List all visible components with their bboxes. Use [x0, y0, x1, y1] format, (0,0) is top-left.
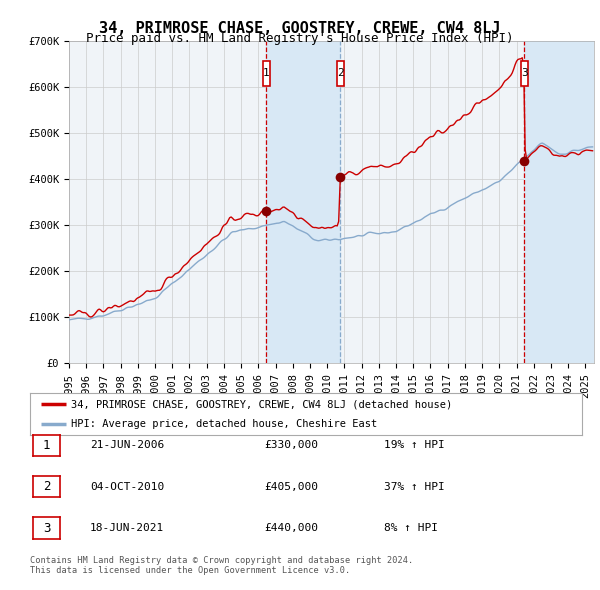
FancyBboxPatch shape	[263, 61, 270, 86]
Text: 34, PRIMROSE CHASE, GOOSTREY, CREWE, CW4 8LJ: 34, PRIMROSE CHASE, GOOSTREY, CREWE, CW4…	[99, 21, 501, 35]
Text: 1: 1	[43, 439, 50, 452]
Text: £440,000: £440,000	[264, 523, 318, 533]
Text: 19% ↑ HPI: 19% ↑ HPI	[384, 441, 445, 450]
Text: HPI: Average price, detached house, Cheshire East: HPI: Average price, detached house, Ches…	[71, 419, 377, 429]
Text: 37% ↑ HPI: 37% ↑ HPI	[384, 482, 445, 491]
Text: 34, PRIMROSE CHASE, GOOSTREY, CREWE, CW4 8LJ (detached house): 34, PRIMROSE CHASE, GOOSTREY, CREWE, CW4…	[71, 399, 452, 409]
Text: 2: 2	[43, 480, 50, 493]
Text: £405,000: £405,000	[264, 482, 318, 491]
Text: Contains HM Land Registry data © Crown copyright and database right 2024.
This d: Contains HM Land Registry data © Crown c…	[30, 556, 413, 575]
Text: £330,000: £330,000	[264, 441, 318, 450]
Text: 1: 1	[263, 68, 270, 78]
Bar	[266, 41, 340, 363]
FancyBboxPatch shape	[337, 61, 344, 86]
Text: 2: 2	[337, 68, 343, 78]
Text: 18-JUN-2021: 18-JUN-2021	[90, 523, 164, 533]
Text: 3: 3	[521, 68, 528, 78]
Text: 3: 3	[43, 522, 50, 535]
Text: 21-JUN-2006: 21-JUN-2006	[90, 441, 164, 450]
Text: 04-OCT-2010: 04-OCT-2010	[90, 482, 164, 491]
FancyBboxPatch shape	[521, 61, 528, 86]
Bar	[524, 41, 594, 363]
Text: Price paid vs. HM Land Registry's House Price Index (HPI): Price paid vs. HM Land Registry's House …	[86, 32, 514, 45]
Text: 8% ↑ HPI: 8% ↑ HPI	[384, 523, 438, 533]
